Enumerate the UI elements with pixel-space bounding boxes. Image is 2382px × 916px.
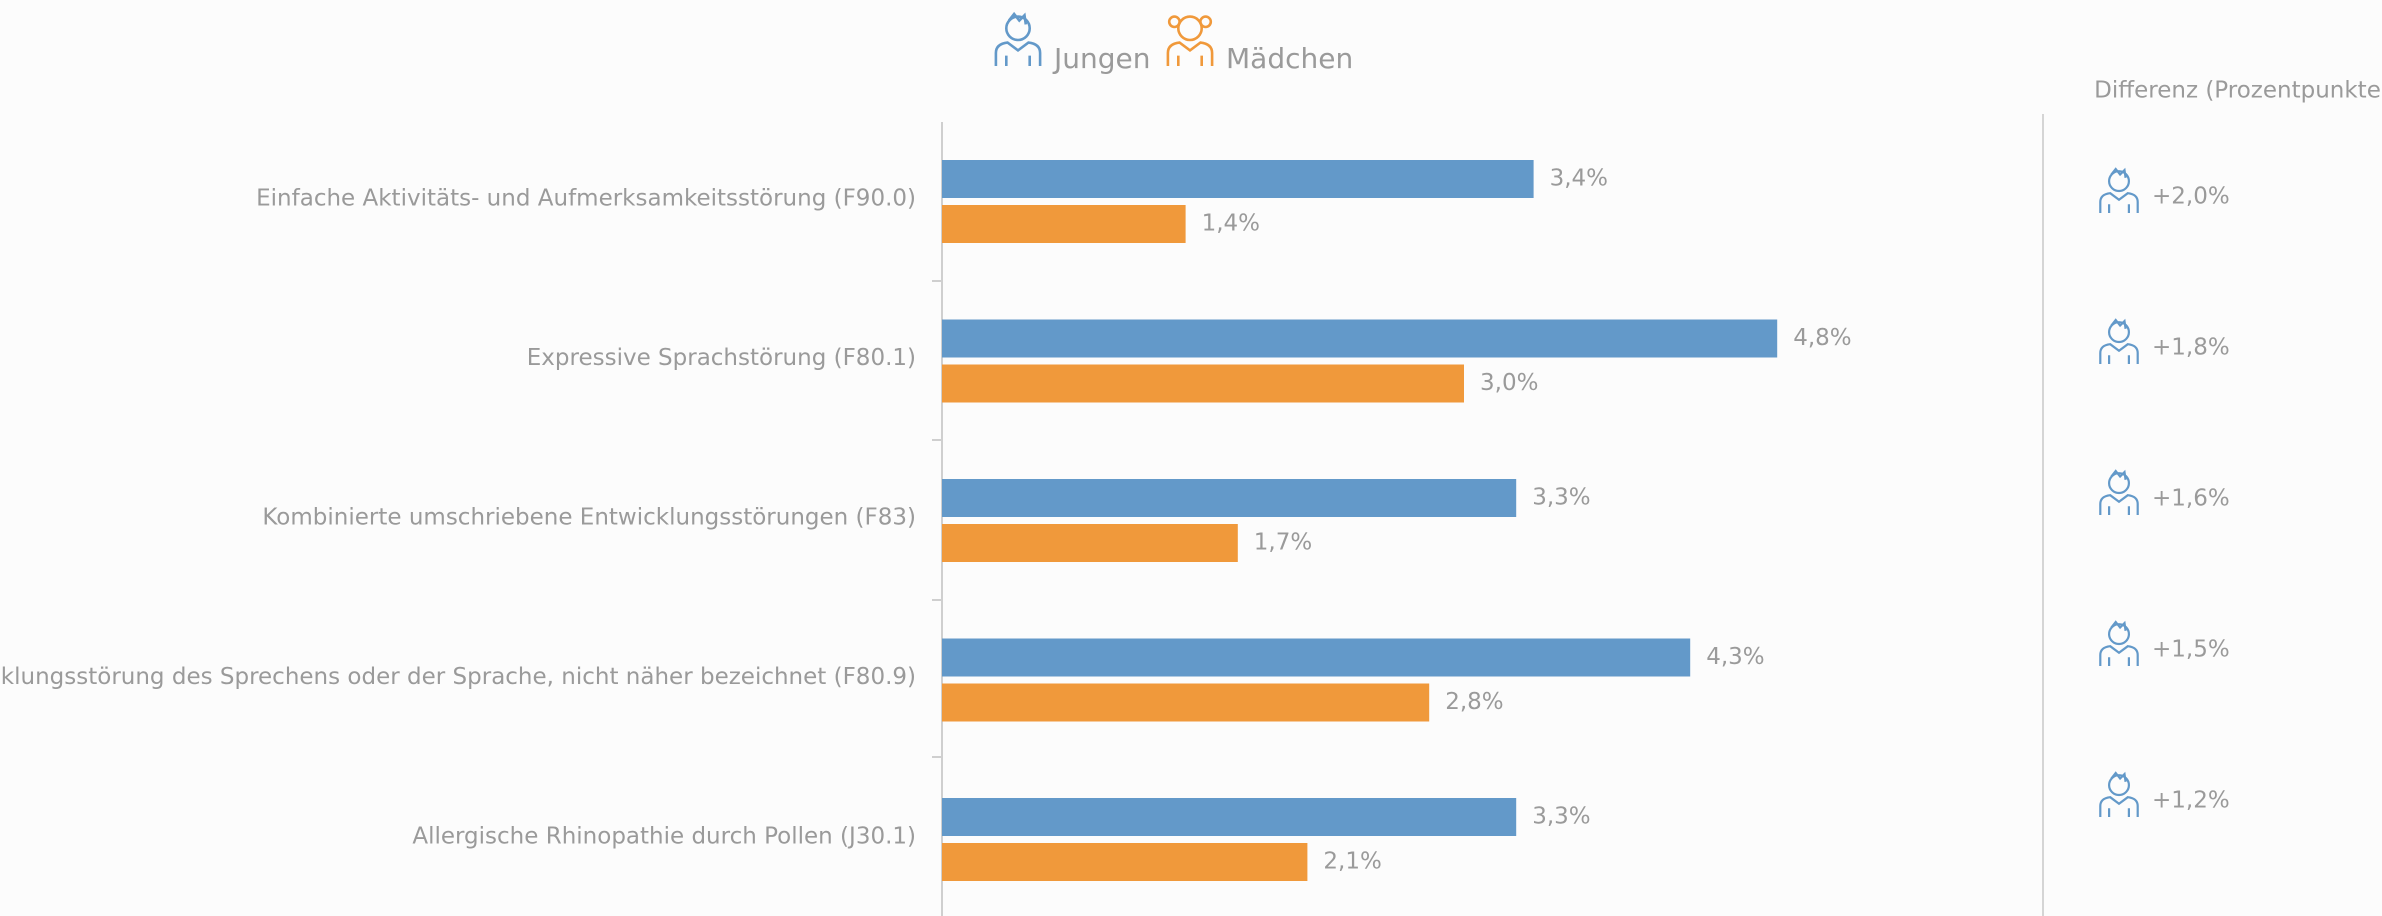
value-label: 1,7%: [1254, 530, 1312, 556]
category-label: Kombinierte umschriebene Entwicklungsstö…: [262, 505, 916, 531]
bar: [942, 843, 1307, 881]
difference-label: +1,2%: [2152, 788, 2230, 814]
value-label: 3,3%: [1532, 485, 1590, 511]
value-label: 2,8%: [1445, 689, 1503, 715]
difference-label: +1,6%: [2152, 486, 2230, 512]
value-label: 2,1%: [1323, 849, 1381, 875]
value-label: 3,0%: [1480, 370, 1538, 396]
category-label: Expressive Sprachstörung (F80.1): [527, 345, 916, 371]
category-label: Entwicklungsstörung des Sprechens oder d…: [0, 664, 916, 690]
bar: [942, 524, 1238, 562]
legend-label: Mädchen: [1226, 42, 1353, 75]
category-label: Allergische Rhinopathie durch Pollen (J3…: [412, 824, 916, 850]
value-label: 1,4%: [1202, 211, 1260, 237]
value-label: 3,4%: [1550, 166, 1608, 192]
bar: [942, 205, 1186, 243]
difference-title: Differenz (Prozentpunkte): [2094, 78, 2382, 104]
background: [0, 0, 2382, 916]
bar: [942, 320, 1777, 358]
value-label: 3,3%: [1532, 804, 1590, 830]
value-label: 4,3%: [1706, 644, 1764, 670]
bar: [942, 365, 1464, 403]
value-label: 4,8%: [1793, 325, 1851, 351]
bar: [942, 798, 1516, 836]
difference-label: +1,5%: [2152, 637, 2230, 663]
difference-label: +2,0%: [2152, 184, 2230, 210]
category-label: Einfache Aktivitäts- und Aufmerksamkeits…: [256, 186, 916, 212]
bar: [942, 639, 1690, 677]
bar: [942, 160, 1534, 198]
bar: [942, 479, 1516, 517]
legend-label: Jungen: [1052, 42, 1151, 75]
chart: Differenz (Prozentpunkte) Jungen Mädchen E…: [0, 0, 2382, 916]
bar: [942, 684, 1429, 722]
difference-label: +1,8%: [2152, 335, 2230, 361]
